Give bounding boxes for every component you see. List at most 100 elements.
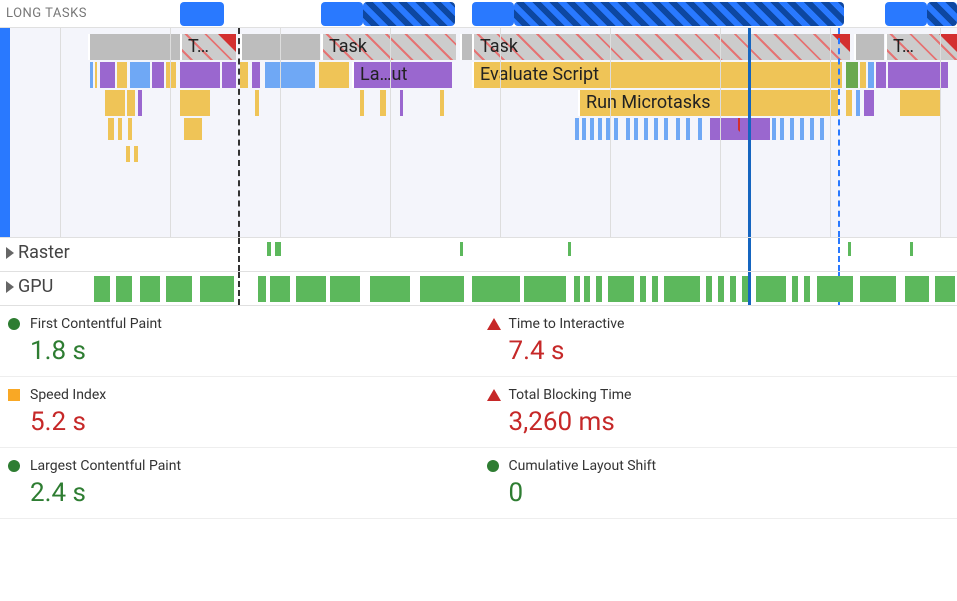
flame-fragment[interactable] <box>265 62 315 88</box>
flame-fragment[interactable] <box>654 118 658 140</box>
flame-fragment[interactable] <box>780 118 784 140</box>
flame-fragment[interactable] <box>710 118 738 140</box>
gpu-bar[interactable] <box>817 276 853 302</box>
gpu-bar[interactable] <box>574 276 580 302</box>
raster-bar[interactable] <box>568 242 571 256</box>
raster-bar[interactable] <box>275 242 281 256</box>
flame-fragment[interactable] <box>400 90 403 116</box>
time-marker[interactable] <box>838 28 840 237</box>
time-marker[interactable] <box>238 28 240 237</box>
flame-fragment[interactable] <box>740 118 770 140</box>
long-task-bar[interactable] <box>180 2 224 26</box>
flame-fragment[interactable] <box>90 62 93 88</box>
gpu-bar[interactable] <box>792 276 798 302</box>
flame-block[interactable] <box>88 34 180 60</box>
flame-fragment[interactable] <box>134 146 138 162</box>
flame-fragment[interactable] <box>868 62 874 88</box>
gpu-bar[interactable] <box>608 276 634 302</box>
flame-block[interactable]: T… <box>885 34 957 60</box>
flame-fragment[interactable] <box>900 90 940 116</box>
flame-fragment[interactable] <box>380 90 386 116</box>
flame-fragment[interactable] <box>152 62 164 88</box>
flame-fragment[interactable] <box>856 90 860 116</box>
flame-fragment[interactable] <box>100 62 115 88</box>
time-marker[interactable] <box>238 238 240 271</box>
flame-fragment[interactable] <box>138 90 142 116</box>
flame-fragment[interactable] <box>860 62 866 88</box>
gpu-bar[interactable] <box>94 276 110 302</box>
flame-fragment[interactable] <box>846 62 858 88</box>
flame-fragment[interactable] <box>575 118 579 140</box>
flame-block[interactable]: Task <box>321 34 456 60</box>
flame-fragment[interactable] <box>634 118 638 140</box>
gpu-bar[interactable] <box>524 276 566 302</box>
disclosure-icon[interactable] <box>6 281 14 293</box>
flame-fragment[interactable] <box>252 62 260 88</box>
flame-block[interactable] <box>854 34 884 60</box>
gpu-bar[interactable] <box>472 276 520 302</box>
long-task-bar[interactable] <box>321 2 363 26</box>
gpu-bar[interactable] <box>140 276 160 302</box>
long-task-bar[interactable] <box>885 2 927 26</box>
flame-fragment[interactable] <box>772 118 776 140</box>
long-task-bar[interactable] <box>927 2 957 26</box>
gpu-bar[interactable] <box>640 276 646 302</box>
raster-bar[interactable] <box>460 242 463 256</box>
flame-fragment[interactable] <box>105 90 125 116</box>
flame-fragment[interactable] <box>126 146 130 162</box>
flame-fragment[interactable] <box>590 118 594 140</box>
flame-fragment[interactable] <box>664 118 668 140</box>
flame-fragment[interactable] <box>180 90 210 116</box>
flame-fragment[interactable] <box>127 90 135 116</box>
flame-fragment[interactable] <box>108 118 114 140</box>
gpu-bar[interactable] <box>258 276 266 302</box>
gpu-bar[interactable] <box>742 276 748 302</box>
gpu-bar[interactable] <box>270 276 290 302</box>
gpu-bar[interactable] <box>905 276 929 302</box>
gpu-bar[interactable] <box>330 276 360 302</box>
flame-fragment[interactable] <box>686 118 690 140</box>
flame-fragment[interactable] <box>118 118 122 140</box>
gpu-bar[interactable] <box>370 276 410 302</box>
flame-fragment[interactable] <box>876 62 886 88</box>
long-task-bar[interactable] <box>363 2 455 26</box>
flame-fragment[interactable] <box>180 62 220 88</box>
flame-fragment[interactable] <box>676 118 680 140</box>
raster-bar[interactable] <box>267 242 271 256</box>
raster-bar[interactable] <box>910 242 913 256</box>
time-marker[interactable] <box>748 238 751 271</box>
gpu-bar[interactable] <box>706 276 712 302</box>
flame-fragment[interactable] <box>790 118 794 140</box>
flame-fragment[interactable] <box>810 118 814 140</box>
flame-fragment[interactable] <box>888 62 948 88</box>
flame-fragment[interactable] <box>255 90 259 116</box>
raster-bar[interactable] <box>848 242 851 256</box>
gpu-bar[interactable] <box>730 276 736 302</box>
flame-chart[interactable]: T…TaskTaskT…La…utEvaluate ScriptRun Micr… <box>0 28 957 238</box>
time-marker[interactable] <box>748 28 751 237</box>
flame-fragment[interactable] <box>360 90 364 116</box>
gpu-bar[interactable] <box>935 276 955 302</box>
disclosure-icon[interactable] <box>6 247 14 259</box>
flame-fragment[interactable] <box>128 118 132 140</box>
flame-fragment[interactable] <box>846 90 852 116</box>
gpu-row[interactable]: GPU <box>0 272 957 306</box>
flame-fragment[interactable] <box>117 62 127 88</box>
gpu-bar[interactable] <box>860 276 896 302</box>
flame-fragment[interactable] <box>864 90 874 116</box>
gpu-bar[interactable] <box>116 276 132 302</box>
gpu-bar[interactable] <box>296 276 326 302</box>
flame-fragment[interactable] <box>440 90 444 116</box>
gpu-bar[interactable] <box>200 276 234 302</box>
flame-fragment[interactable] <box>222 62 236 88</box>
flame-fragment[interactable] <box>820 118 824 140</box>
flame-fragment[interactable] <box>698 118 702 140</box>
gpu-bar[interactable] <box>596 276 602 302</box>
flame-fragment[interactable] <box>614 118 618 140</box>
gpu-bar[interactable] <box>420 276 464 302</box>
gpu-bar[interactable] <box>756 276 786 302</box>
gpu-bar[interactable] <box>652 276 658 302</box>
flame-fragment[interactable] <box>240 62 248 88</box>
raster-row[interactable]: Raster <box>0 238 957 272</box>
flame-fragment[interactable] <box>800 118 804 140</box>
